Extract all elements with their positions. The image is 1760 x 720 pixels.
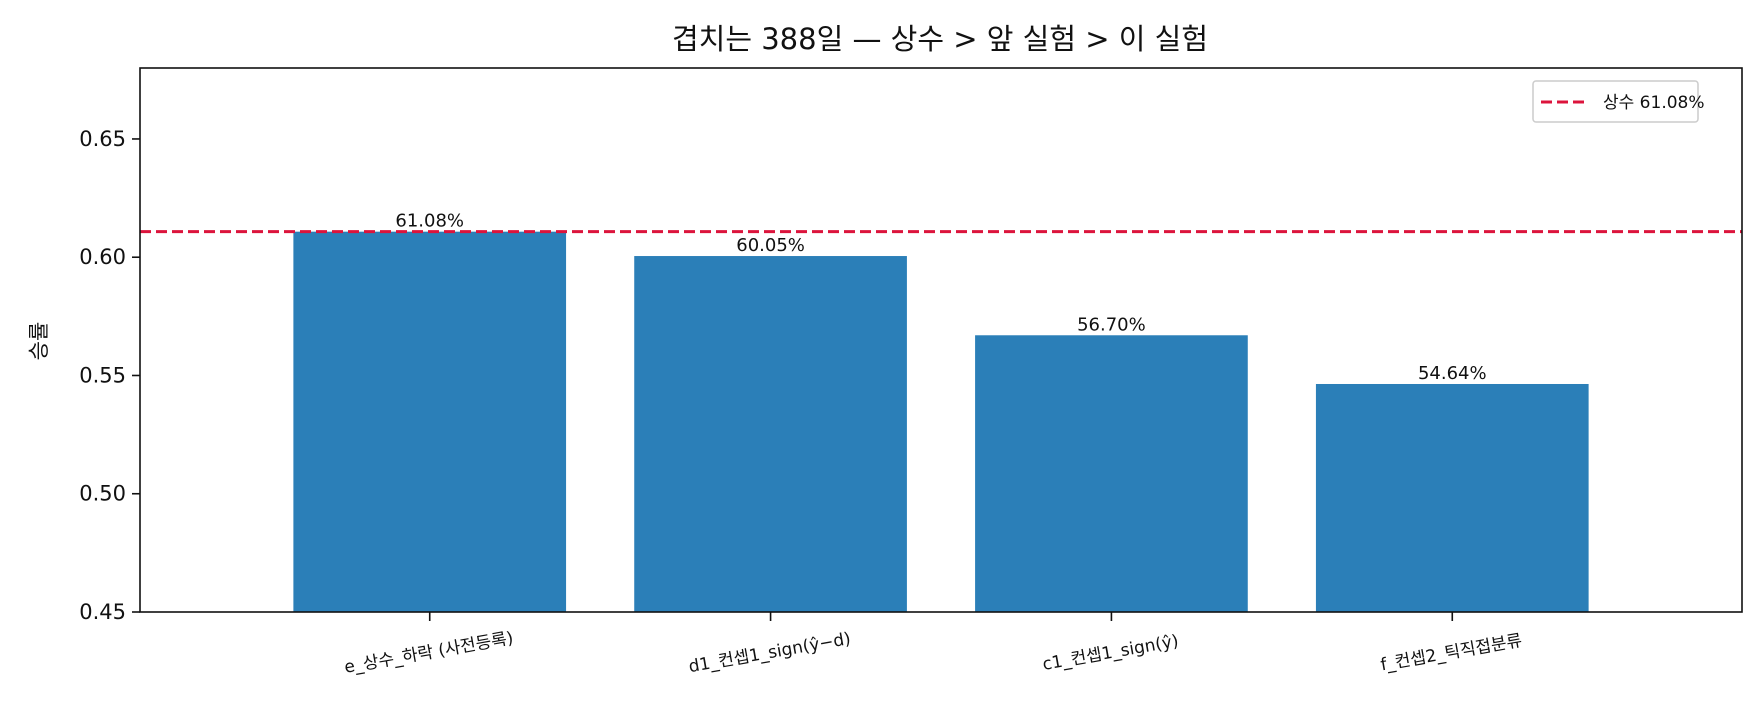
x-tick-label: e_상수_하락 (사전등록) xyxy=(343,628,515,677)
plot-frame xyxy=(139,67,1743,613)
legend-box xyxy=(1532,80,1699,123)
bar-value-label: 60.05% xyxy=(736,235,805,256)
bar xyxy=(293,231,567,613)
bar xyxy=(634,256,907,612)
bar-value-labels: 61.08% 60.05% 56.70% 54.64% xyxy=(395,211,1486,384)
x-tick-label: d1_컨셉1_sign(ŷ−d) xyxy=(687,629,852,677)
y-tick-label: 0.55 xyxy=(79,363,126,387)
x-axis-ticks: e_상수_하락 (사전등록) d1_컨셉1_sign(ŷ−d) c1_컨셉1_sig… xyxy=(343,612,1524,678)
y-tick-label: 0.45 xyxy=(79,600,126,624)
bar xyxy=(975,335,1248,612)
y-axis-label: 승률 xyxy=(27,322,51,361)
y-tick-label: 0.65 xyxy=(79,127,126,151)
chart-title: 겹치는 388일 — 상수 > 앞 실험 > 이 실험 xyxy=(672,22,1208,56)
x-tick-label: f_컨셉2_틱직접분류 xyxy=(1379,631,1524,676)
y-axis-ticks: 0.45 0.50 0.55 0.60 0.65 xyxy=(79,127,140,624)
x-tick-label: c1_컨셉1_sign(ŷ) xyxy=(1041,631,1180,675)
bar-value-label: 54.64% xyxy=(1418,363,1487,384)
y-tick-label: 0.60 xyxy=(79,245,126,269)
bar xyxy=(1315,383,1589,612)
bar-value-label: 61.08% xyxy=(395,211,464,232)
y-tick-label: 0.50 xyxy=(79,482,126,506)
legend: 상수 61.08% xyxy=(1532,80,1705,123)
bar-value-label: 56.70% xyxy=(1077,314,1146,335)
legend-label: 상수 61.08% xyxy=(1603,93,1705,113)
bars xyxy=(293,231,1589,613)
